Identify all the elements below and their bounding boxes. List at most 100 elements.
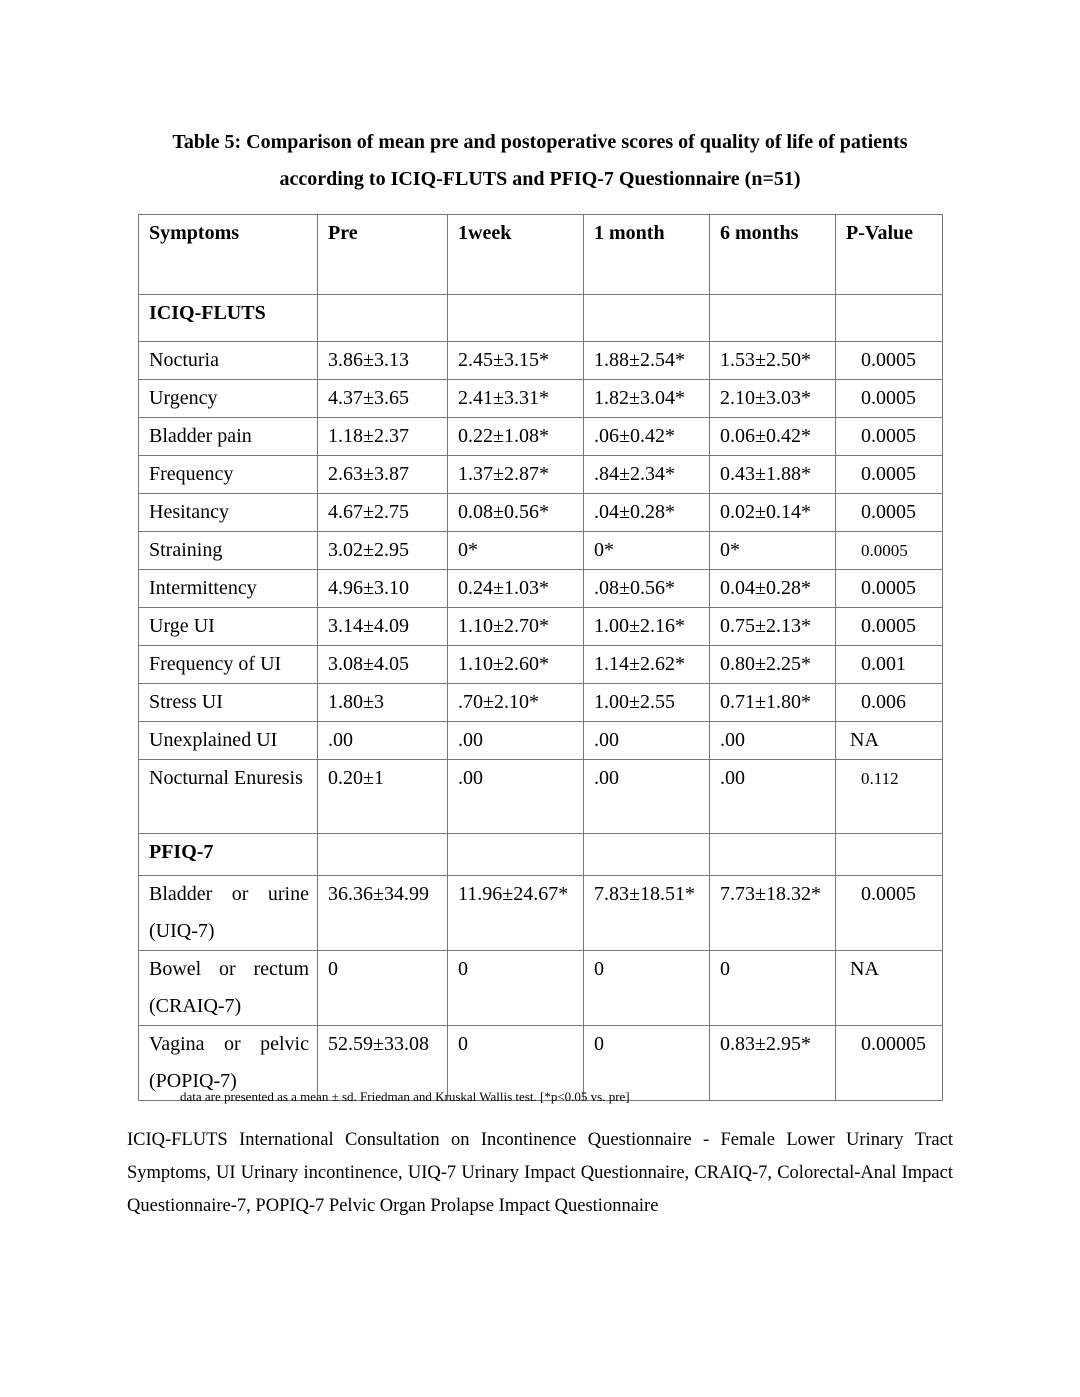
table-title-line-1: Table 5: Comparison of mean pre and post… <box>172 131 908 153</box>
p-value-cell: 0.0005 <box>835 875 943 951</box>
row-label-cell: Stress UI <box>138 683 318 722</box>
table-row: Hesitancy 4.67±2.75 0.08±0.56* .04±0.28* 0.0… <box>138 493 943 532</box>
value-cell: .00 <box>583 759 710 834</box>
p-value-cell: 0.0005 <box>835 531 943 570</box>
row-label-cell: Nocturia <box>138 341 318 380</box>
row-label-cell: Urge UI <box>138 607 318 646</box>
value-cell: 2.63±3.87 <box>317 455 448 494</box>
value-cell: 1.14±2.62* <box>583 645 710 684</box>
value-cell: 1.82±3.04* <box>583 379 710 418</box>
value-cell: .00 <box>583 721 710 760</box>
value-cell <box>709 294 836 342</box>
value-cell: 4.96±3.10 <box>317 569 448 608</box>
value-cell <box>709 833 836 876</box>
value-cell: 2.41±3.31* <box>447 379 584 418</box>
value-cell: 0 <box>709 950 836 1026</box>
value-cell: 0 <box>317 950 448 1026</box>
value-cell: 1.37±2.87* <box>447 455 584 494</box>
value-cell: 1.53±2.50* <box>709 341 836 380</box>
value-cell: 0 <box>583 950 710 1026</box>
row-label-cell: Nocturnal Enuresis <box>138 759 318 834</box>
value-cell: .00 <box>709 721 836 760</box>
table-title-line-2: according to ICIQ-FLUTS and PFIQ-7 Quest… <box>279 168 801 190</box>
column-header: Pre <box>317 214 448 295</box>
value-cell: 1.00±2.55 <box>583 683 710 722</box>
value-cell: .00 <box>709 759 836 834</box>
value-cell: 0 <box>447 1025 584 1101</box>
value-cell: 0.80±2.25* <box>709 645 836 684</box>
value-cell: 36.36±34.99 <box>317 875 448 951</box>
p-value-cell: NA <box>835 950 943 1026</box>
value-cell: 2.45±3.15* <box>447 341 584 380</box>
p-value-cell: 0.0005 <box>835 455 943 494</box>
value-cell <box>447 833 584 876</box>
table-row: Unexplained UI .00.00.00.00 NA <box>138 721 943 760</box>
table-footnote: data are presented as a mean ± sd. Fried… <box>180 1089 630 1104</box>
value-cell: 0.20±1 <box>317 759 448 834</box>
p-value-cell: 0.0005 <box>835 417 943 456</box>
section-label: ICIQ-FLUTS <box>138 294 318 342</box>
table-row: Vagina or pelvic (POPIQ-7) 52.59±33.08 0 0 0… <box>138 1025 943 1101</box>
row-label-cell: Bladder pain <box>138 417 318 456</box>
row-label-cell: Urgency <box>138 379 318 418</box>
p-value-cell: 0.0005 <box>835 341 943 380</box>
table-row: Bladder or urine (UIQ-7) 36.36±34.99 11.96… <box>138 875 943 951</box>
value-cell: 0.71±1.80* <box>709 683 836 722</box>
row-label-cell: Bladder or urine (UIQ-7) <box>138 875 318 951</box>
value-cell: 3.02±2.95 <box>317 531 448 570</box>
value-cell: 0.02±0.14* <box>709 493 836 532</box>
value-cell: 4.67±2.75 <box>317 493 448 532</box>
p-value-cell: 0.0005 <box>835 379 943 418</box>
column-header: 1week <box>447 214 584 295</box>
column-header: 1 month <box>583 214 710 295</box>
value-cell: 0* <box>447 531 584 570</box>
row-label-cell: Intermittency <box>138 569 318 608</box>
table-row: Intermittency 4.96±3.10 0.24±1.03* .08±0.56… <box>138 569 943 608</box>
p-value-cell: 0.0005 <box>835 493 943 532</box>
p-value-cell: 0.00005 <box>835 1025 943 1101</box>
p-value-cell: 0.006 <box>835 683 943 722</box>
section-row: ICIQ-FLUTS <box>138 294 943 342</box>
value-cell: 1.10±2.70* <box>447 607 584 646</box>
value-cell: 0.08±0.56* <box>447 493 584 532</box>
value-cell: 0.24±1.03* <box>447 569 584 608</box>
table-row: Frequency 2.63±3.87 1.37±2.87* .84±2.34* 0.4… <box>138 455 943 494</box>
section-row: PFIQ-7 <box>138 833 943 876</box>
value-cell: .70±2.10* <box>447 683 584 722</box>
p-value-cell: 0.0005 <box>835 569 943 608</box>
table-title: Table 5: Comparison of mean pre and post… <box>100 124 980 198</box>
value-cell: .84±2.34* <box>583 455 710 494</box>
value-cell: 1.00±2.16* <box>583 607 710 646</box>
value-cell: .06±0.42* <box>583 417 710 456</box>
value-cell: .08±0.56* <box>583 569 710 608</box>
row-label-cell: Unexplained UI <box>138 721 318 760</box>
value-cell: 0.04±0.28* <box>709 569 836 608</box>
value-cell: 3.08±4.05 <box>317 645 448 684</box>
value-cell: 2.10±3.03* <box>709 379 836 418</box>
p-value-cell: 0.001 <box>835 645 943 684</box>
value-cell: 1.88±2.54* <box>583 341 710 380</box>
value-cell: 0.43±1.88* <box>709 455 836 494</box>
table-row: Urgency 4.37±3.65 2.41±3.31* 1.82±3.04* 2.10… <box>138 379 943 418</box>
value-cell: 0 <box>447 950 584 1026</box>
section-label: PFIQ-7 <box>138 833 318 876</box>
value-cell: .00 <box>317 721 448 760</box>
value-cell: 0.06±0.42* <box>709 417 836 456</box>
value-cell <box>317 294 448 342</box>
table-row: Nocturnal Enuresis 0.20±1.00.00.00 0.112 <box>138 759 943 834</box>
value-cell: 7.73±18.32* <box>709 875 836 951</box>
value-cell <box>583 833 710 876</box>
value-cell <box>317 833 448 876</box>
value-cell: 0.75±2.13* <box>709 607 836 646</box>
column-header: P-Value <box>835 214 943 295</box>
value-cell: .00 <box>447 759 584 834</box>
table-row: Nocturia 3.86±3.13 2.45±3.15* 1.88±2.54* 1.5… <box>138 341 943 380</box>
column-header: 6 months <box>709 214 836 295</box>
value-cell: 1.80±3 <box>317 683 448 722</box>
value-cell: 7.83±18.51* <box>583 875 710 951</box>
row-label-cell: Hesitancy <box>138 493 318 532</box>
abbreviations-paragraph: ICIQ-FLUTS International Consultation on… <box>127 1130 953 1216</box>
value-cell: 11.96±24.67* <box>447 875 584 951</box>
table-row: Urge UI 3.14±4.09 1.10±2.70* 1.00±2.16* 0.75… <box>138 607 943 646</box>
value-cell: 0 <box>583 1025 710 1101</box>
